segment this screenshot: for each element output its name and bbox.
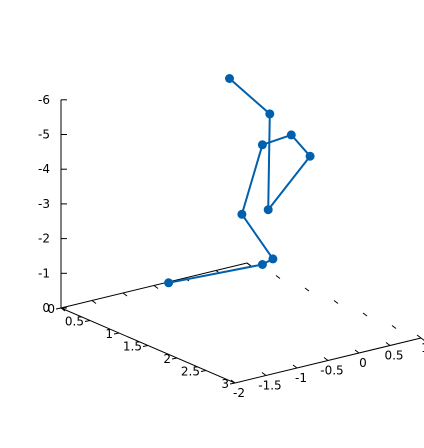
z-tick-label: -5 xyxy=(38,128,50,142)
y-tick-label: 0 xyxy=(359,356,367,370)
x-tick-mark xyxy=(142,345,149,347)
data-point xyxy=(257,140,267,150)
x-tick-mark-back xyxy=(304,287,310,292)
data-point xyxy=(164,278,174,288)
y-tick-label: -1.5 xyxy=(258,379,281,393)
y-tick-mark-back xyxy=(246,262,252,267)
y-tick-label: -2 xyxy=(233,386,245,400)
y-tick-label: -1 xyxy=(295,371,307,385)
data-point xyxy=(257,260,267,269)
data-point xyxy=(268,254,278,264)
z-tick-label: -3 xyxy=(38,197,50,211)
y-tick-mark xyxy=(416,334,422,339)
x-tick-mark-back xyxy=(362,312,368,317)
x-tick-label: 2.5 xyxy=(181,365,200,379)
y-tick-mark xyxy=(354,349,360,354)
data-point xyxy=(286,130,296,140)
x-tick-label: 2 xyxy=(163,352,171,366)
y-tick-mark-back xyxy=(122,292,128,297)
x-tick-mark xyxy=(229,382,236,385)
z-tick-label: -2 xyxy=(38,232,50,246)
y-tick-mark xyxy=(261,372,267,376)
y-tick-mark xyxy=(292,364,298,369)
x-tick-label: 3 xyxy=(221,377,229,391)
y-tick-mark xyxy=(385,342,391,346)
z-tick-label: -6 xyxy=(38,93,50,107)
y-tick-label: 1 xyxy=(421,341,424,355)
series-line xyxy=(168,77,312,284)
z-tick-label: 0 xyxy=(42,301,50,315)
y-tick-mark xyxy=(323,357,329,361)
z-tick-label: -1 xyxy=(38,266,50,280)
data-point xyxy=(263,205,273,215)
x-tick-label: 1.5 xyxy=(123,340,142,354)
data-point xyxy=(305,151,315,161)
y-tick-mark-back xyxy=(153,285,159,289)
data-point xyxy=(265,109,275,119)
x-tick-mark-back xyxy=(391,325,397,329)
x-tick-mark xyxy=(200,370,207,372)
x-tick-mark-back xyxy=(420,337,424,341)
x-tick-mark xyxy=(84,320,91,322)
x-tick-mark-back xyxy=(333,300,339,304)
z-tick-label: -4 xyxy=(38,162,50,176)
x-tick-mark xyxy=(55,307,62,310)
series-layer xyxy=(164,74,315,288)
y-tick-mark-back xyxy=(91,300,97,304)
x-tick-mark xyxy=(171,357,178,360)
y-tick-label: 0.5 xyxy=(384,349,403,363)
x-tick-label: 0.5 xyxy=(65,315,84,329)
data-point xyxy=(225,74,234,83)
x-tick-label: 0 xyxy=(47,302,55,316)
x-tick-mark xyxy=(113,332,120,335)
data-point xyxy=(237,209,247,219)
y-tick-label: -0.5 xyxy=(320,364,343,378)
x-tick-label: 1 xyxy=(105,327,113,341)
x-tick-mark-back xyxy=(275,275,281,279)
axes: 0 0.5 1 1.5 2 2.5 3 -2 -1.5 -1 -0.5 0 0.5 1 0 -1 -2 -3 -4 -… xyxy=(38,93,424,400)
y-tick-mark xyxy=(230,379,236,384)
